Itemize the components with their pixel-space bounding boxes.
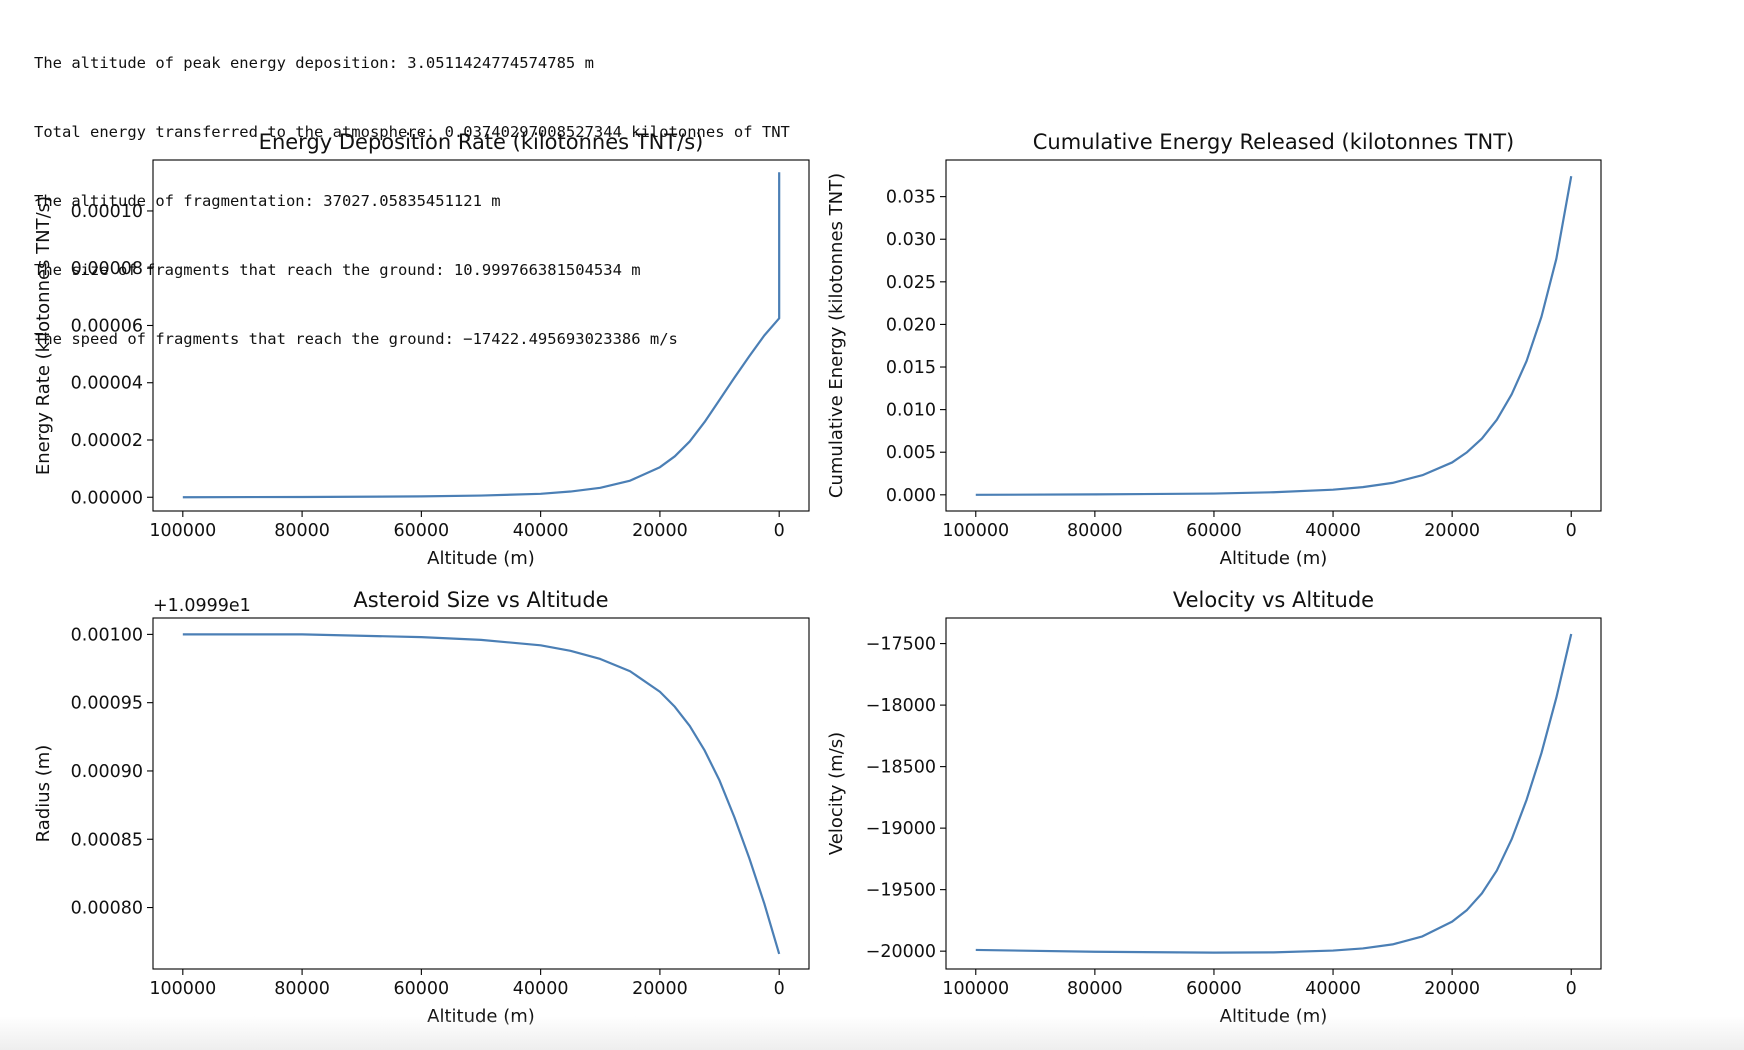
y-tick-label: 0.015: [886, 358, 936, 378]
x-tick-label: 0: [1566, 521, 1577, 541]
x-tick-label: 80000: [1067, 521, 1123, 541]
y-tick-label: 0.00006: [71, 316, 143, 336]
y-tick-label: 0.000: [886, 486, 936, 506]
y-tick-label: 0.00004: [71, 374, 143, 394]
y-tick-label: 0.035: [886, 188, 936, 208]
y-tick-label: −19000: [866, 819, 936, 839]
y-tick-label: 0.00008: [71, 259, 143, 279]
y-tick-label: −20000: [866, 942, 936, 962]
x-tick-label: 100000: [942, 521, 1009, 541]
x-tick-label: 20000: [1424, 521, 1480, 541]
output-line: The altitude of fragmentation: 37027.058…: [34, 192, 501, 210]
x-tick-label: 40000: [1305, 979, 1361, 999]
chart-panel-1: 100000 80000 60000 40000 20000 0 0.00000 0.0000…: [33, 130, 810, 569]
x-tick-label: 60000: [394, 979, 450, 999]
x-tick-label: 40000: [513, 979, 569, 999]
y-tick-label: 0.00000: [71, 488, 143, 508]
chart-title: Energy Deposition Rate (kilotonnes TNT/s…: [259, 130, 704, 154]
chart-title: Asteroid Size vs Altitude: [353, 588, 608, 612]
x-tick-label: 60000: [1186, 979, 1242, 999]
y-tick-label: 0.00085: [71, 830, 143, 850]
x-tick-label: 20000: [632, 979, 688, 999]
plot-frame: [152, 159, 810, 512]
output-line: The speed of fragments that reach the gr…: [34, 330, 678, 348]
x-tick-label: 60000: [1186, 521, 1242, 541]
x-tick-label: 20000: [1424, 979, 1480, 999]
x-axis-label: Altitude (m): [1220, 548, 1328, 569]
y-tick-label: 0.00100: [71, 625, 143, 645]
chart-panel-2: 100000 80000 60000 40000 20000 0 0.000 0.005 0.0…: [826, 130, 1602, 569]
x-axis-label: Altitude (m): [427, 548, 535, 569]
y-tick-label: 0.025: [886, 273, 936, 293]
console-output: The altitude of peak energy deposition: …: [34, 6, 790, 374]
y-tick-label: 0.00010: [71, 202, 143, 222]
x-tick-label: 100000: [149, 979, 216, 999]
x-tick-label: 100000: [149, 521, 216, 541]
output-line: The altitude of peak energy deposition: …: [34, 54, 594, 72]
y-axis-label: Velocity (m/s): [826, 732, 847, 855]
x-tick-label: 0: [774, 521, 785, 541]
x-tick-label: 40000: [1305, 521, 1361, 541]
y-tick-label: 0.020: [886, 315, 936, 335]
series-line: [182, 172, 781, 499]
x-tick-label: 60000: [394, 521, 450, 541]
series-line: [182, 633, 781, 955]
y-axis-label: Energy Rate (kilotonnes TNT/s): [33, 196, 54, 475]
y-tick-label: 0.00080: [71, 899, 143, 919]
y-tick-label: 0.010: [886, 401, 936, 421]
series-line: [975, 175, 1573, 496]
x-tick-label: 80000: [274, 521, 330, 541]
chart-panel-4: 100000 80000 60000 40000 20000 0 −20000 −19500 −…: [826, 588, 1602, 1027]
y-tick-label: −18000: [866, 696, 936, 716]
y-tick-label: −18500: [866, 758, 936, 778]
chart-title: Velocity vs Altitude: [1173, 588, 1374, 612]
x-tick-label: 80000: [1067, 979, 1123, 999]
y-tick-label: 0.005: [886, 443, 936, 463]
y-offset-label: +1.0999e1: [153, 596, 251, 616]
series-line: [975, 633, 1573, 954]
chart-panel-3: 100000 80000 60000 40000 20000 0 0.00080 0.0008…: [33, 588, 810, 1027]
y-tick-label: 0.00090: [71, 762, 143, 782]
plot-frame: [945, 617, 1602, 970]
chart-title: Cumulative Energy Released (kilotonnes T…: [1033, 130, 1514, 154]
x-tick-label: 80000: [274, 979, 330, 999]
y-axis-label: Cumulative Energy (kilotonnes TNT): [826, 173, 847, 498]
y-axis-label: Radius (m): [33, 745, 54, 843]
y-tick-label: 0.00095: [71, 694, 143, 714]
plot-frame: [152, 617, 810, 970]
x-tick-label: 20000: [632, 521, 688, 541]
x-tick-label: 100000: [942, 979, 1009, 999]
y-tick-label: 0.030: [886, 230, 936, 250]
bottom-edge: [0, 1016, 1744, 1050]
x-tick-label: 0: [774, 979, 785, 999]
x-tick-label: 0: [1566, 979, 1577, 999]
x-tick-label: 40000: [513, 521, 569, 541]
y-tick-label: −19500: [866, 881, 936, 901]
output-line: The size of fragments that reach the gro…: [34, 261, 641, 279]
plot-frame: [945, 159, 1602, 512]
output-line: Total energy transferred to the atmosphe…: [34, 123, 790, 141]
y-tick-label: 0.00002: [71, 431, 143, 451]
y-tick-label: −17500: [866, 635, 936, 655]
